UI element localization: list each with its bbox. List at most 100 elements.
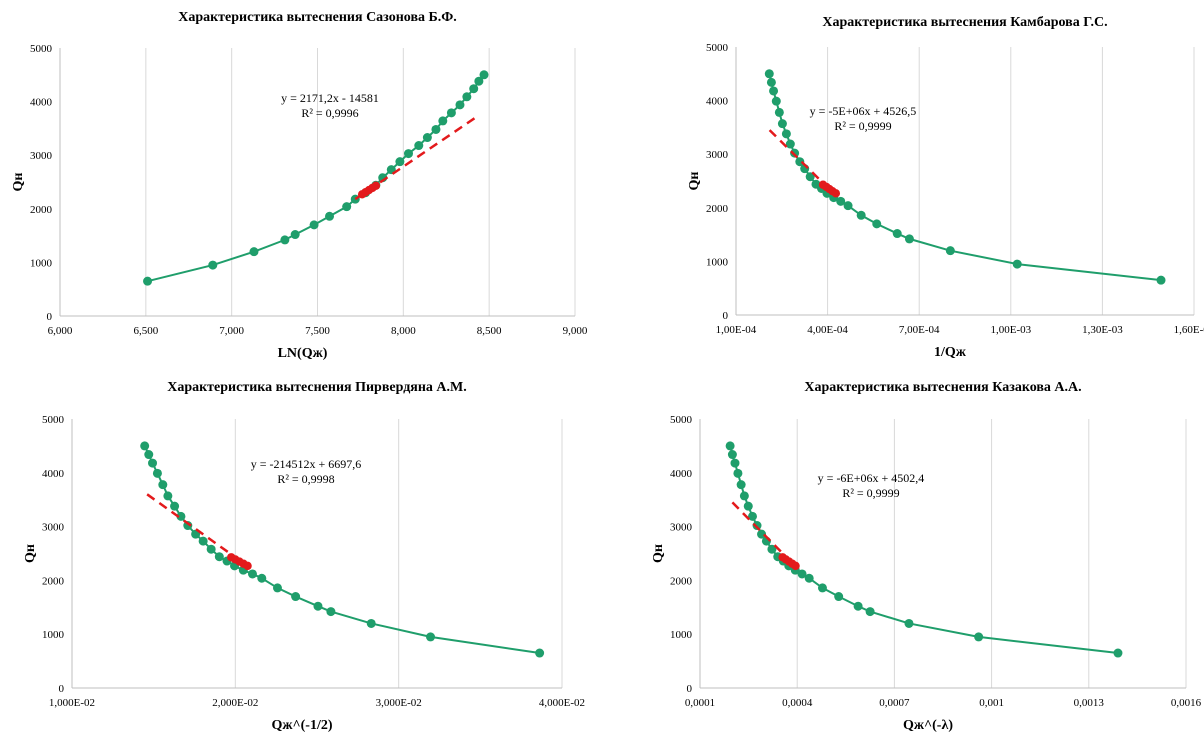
data-point [249, 247, 259, 257]
data-point [325, 211, 335, 221]
data-point [426, 632, 436, 642]
data-point [1156, 275, 1166, 285]
data-point [843, 201, 853, 211]
data-point [257, 573, 267, 583]
r-squared-label: R² = 0,9999 [834, 119, 891, 133]
data-point [1012, 259, 1022, 269]
data-point [774, 107, 784, 117]
x-tick-label: 0,001 [979, 697, 1004, 709]
data-point [777, 119, 787, 129]
x-tick-label: 6,500 [133, 325, 158, 337]
x-axis-title: Qж^(-λ) [903, 718, 953, 733]
x-tick-label: 4,00E-04 [807, 324, 848, 336]
data-point [767, 544, 777, 554]
chart-panel-2: Характеристика вытеснения Камбарова Г.С.… [602, 0, 1204, 369]
data-point [836, 196, 846, 206]
chart-title: Характеристика вытеснения Казакова А.А. [804, 380, 1081, 395]
data-point [1113, 648, 1123, 658]
regression-equation: y = -6E+06x + 4502,4 [818, 471, 925, 485]
data-point [198, 536, 208, 546]
data-point [872, 219, 882, 229]
x-tick-label: 0,0013 [1074, 697, 1105, 709]
data-point [805, 172, 815, 182]
x-tick-label: 1,30E-03 [1082, 324, 1123, 336]
regression-equation: y = -5E+06x + 4526,5 [810, 104, 917, 118]
y-tick-label: 4000 [42, 468, 65, 480]
data-point [272, 583, 282, 593]
chart-panel-4: Характеристика вытеснения Казакова А.А. 0… [602, 369, 1204, 738]
x-tick-label: 3,000E-02 [376, 697, 422, 709]
data-point [469, 84, 479, 94]
data-point [856, 210, 866, 220]
data-point [446, 108, 456, 118]
y-tick-label: 4000 [670, 468, 693, 480]
data-point [247, 569, 257, 579]
data-point [170, 501, 180, 511]
data-point [206, 544, 216, 554]
data-point [422, 133, 432, 143]
chart-panel-3: Характеристика вытеснения Пирвердяна А.М… [0, 369, 600, 738]
x-tick-label: 7,00E-04 [899, 324, 940, 336]
data-point [766, 77, 776, 87]
data-point [865, 607, 875, 617]
data-point [158, 480, 168, 490]
x-tick-label: 4,000E-02 [539, 697, 585, 709]
y-tick-label: 2000 [670, 575, 693, 587]
x-tick-label: 0,0016 [1171, 697, 1202, 709]
data-point [395, 157, 405, 167]
data-point [747, 511, 757, 521]
x-tick-label: 7,500 [305, 325, 330, 337]
y-tick-label: 0 [687, 683, 693, 695]
data-point [535, 648, 545, 658]
r-squared-label: R² = 0,9999 [842, 486, 899, 500]
data-point [769, 86, 779, 96]
y-tick-label: 5000 [706, 42, 729, 54]
data-point [152, 468, 162, 478]
data-point [892, 229, 902, 239]
data-point [438, 116, 448, 126]
data-point [208, 260, 218, 270]
data-point [853, 601, 863, 611]
x-tick-label: 1,000E-02 [49, 697, 95, 709]
chart-title: Характеристика вытеснения Пирвердяна А.М… [167, 380, 467, 395]
data-point [904, 618, 914, 628]
data-point [214, 552, 224, 562]
data-point [290, 230, 300, 240]
data-point [727, 450, 737, 460]
data-point [781, 129, 791, 139]
regression-equation: y = -214512x + 6697,6 [251, 457, 362, 471]
data-point [733, 468, 743, 478]
data-point [342, 202, 352, 212]
data-point [904, 234, 914, 244]
trendline [146, 493, 246, 566]
x-tick-label: 0,0007 [879, 697, 910, 709]
x-tick-label: 6,000 [48, 325, 73, 337]
x-tick-label: 0,0004 [782, 697, 813, 709]
y-tick-label: 4000 [706, 96, 729, 108]
y-tick-label: 1000 [706, 256, 729, 268]
data-point [974, 632, 984, 642]
x-tick-label: 0,0001 [685, 697, 715, 709]
data-point [455, 100, 465, 110]
y-axis-title: Qн [11, 173, 26, 192]
y-tick-label: 2000 [42, 575, 65, 587]
trendline [354, 116, 477, 201]
r-squared-label: R² = 0,9998 [277, 472, 334, 486]
y-tick-label: 1000 [42, 629, 65, 641]
data-point [326, 607, 336, 617]
data-point [743, 501, 753, 511]
data-point [834, 592, 844, 602]
y-tick-label: 0 [59, 683, 65, 695]
data-point [797, 569, 807, 579]
y-tick-label: 5000 [42, 414, 65, 426]
x-tick-label: 9,000 [563, 325, 588, 337]
x-tick-label: 7,000 [219, 325, 244, 337]
data-point [366, 618, 376, 628]
data-point [752, 521, 762, 531]
chart-title: Характеристика вытеснения Сазонова Б.Ф. [178, 10, 457, 25]
y-tick-label: 5000 [670, 414, 693, 426]
highlight-point [243, 561, 252, 571]
data-point [739, 491, 749, 501]
data-point [771, 96, 781, 106]
